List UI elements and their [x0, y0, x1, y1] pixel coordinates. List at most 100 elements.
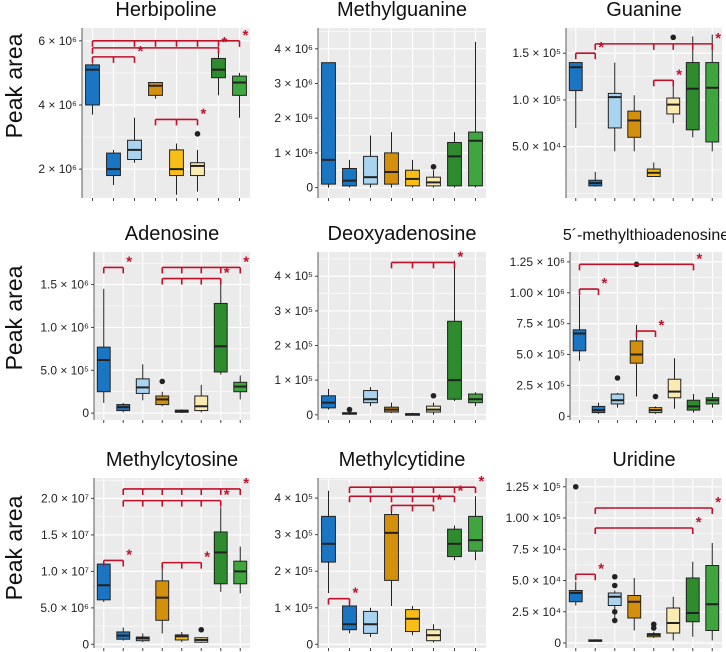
- plot-background: [566, 478, 722, 648]
- box-group: [405, 605, 420, 636]
- panel-title: Methylguanine: [337, 0, 467, 21]
- y-tick-label: 4 × 10⁶: [274, 42, 313, 56]
- significance-bracket: *: [91, 27, 249, 47]
- panel-title: Deoxyadenosine: [328, 223, 477, 245]
- significance-bracket: *: [390, 248, 464, 269]
- box-group: [194, 384, 209, 413]
- y-tick-label: 4 × 10⁵: [274, 269, 313, 283]
- significance-star: *: [204, 549, 210, 566]
- box-group: [174, 631, 189, 643]
- box-body: [321, 62, 336, 185]
- y-tick-label: 4 × 10⁶: [38, 98, 77, 112]
- box-body: [194, 395, 209, 412]
- box-group: [148, 82, 163, 99]
- box-group: [233, 546, 248, 594]
- significance-bracket: *: [161, 549, 210, 569]
- significance-bracket: *: [122, 487, 230, 507]
- box-body: [342, 605, 357, 631]
- chart-panel: 0 5.0 × 10⁵ 1.0 × 10⁶ 1.5 × 10⁶ Adenosine * * *: [40, 223, 250, 423]
- box-group: [174, 409, 189, 414]
- chart-panel: 0 1 × 10⁵ 2 × 10⁵ 3 × 10⁵ 4 × 10⁵ Methylcytid…: [274, 449, 486, 651]
- box-group: [588, 171, 603, 187]
- box-body: [384, 152, 399, 185]
- box-body: [666, 607, 681, 634]
- box-group: [468, 392, 483, 407]
- significance-bracket: *: [161, 265, 230, 285]
- significance-star: *: [138, 43, 144, 60]
- chart-panel: 0 1 × 10⁵ 2 × 10⁵ 3 × 10⁵ 4 × 10⁵ Deoxyadenos…: [274, 223, 486, 423]
- outlier-point: [650, 625, 657, 631]
- box-group: [135, 364, 150, 401]
- box-body: [686, 399, 701, 411]
- y-tick-label: 1.0 × 10⁷: [41, 564, 89, 578]
- y-tick-label: 0: [558, 409, 565, 423]
- box-group: [468, 496, 483, 561]
- y-tick-label: 0: [306, 408, 313, 422]
- y-tick-label: 1.5 × 10⁵: [512, 46, 561, 60]
- y-tick-label: 3 × 10⁶: [274, 77, 313, 91]
- box-body: [468, 131, 483, 187]
- y-tick-label: 5.0 × 10⁶: [40, 601, 89, 615]
- box-group: [155, 567, 170, 634]
- box-group: [666, 34, 681, 124]
- y-tick-label: 5.0 × 10⁴: [512, 574, 561, 588]
- box-body: [447, 141, 462, 187]
- significance-bracket: *: [348, 473, 485, 494]
- significance-star: *: [602, 275, 608, 292]
- box-group: [106, 149, 121, 186]
- box-group: [646, 621, 661, 638]
- box-body: [705, 565, 720, 631]
- box-body: [232, 75, 247, 96]
- significance-bracket: *: [574, 39, 604, 60]
- outlier-point: [198, 626, 205, 633]
- significance-star: *: [224, 487, 230, 504]
- panel-title: 5´-methylthioadenosine: [563, 227, 726, 244]
- significance-bracket: *: [594, 494, 721, 514]
- box-body: [213, 302, 228, 373]
- significance-star: *: [696, 514, 702, 531]
- box-body: [705, 62, 720, 143]
- box-group: [127, 117, 142, 163]
- y-tick-label: 5.0 × 10⁵: [40, 363, 89, 377]
- box-group: [468, 41, 483, 188]
- box-body: [607, 592, 622, 606]
- box-group: [169, 143, 184, 195]
- box-group: [610, 375, 625, 408]
- box-group: [607, 573, 622, 624]
- box-body: [363, 155, 378, 185]
- box-group: [607, 62, 622, 152]
- y-tick-label: 7.5 × 10⁴: [512, 542, 561, 556]
- box-group: [213, 507, 228, 592]
- box-group: [705, 543, 720, 641]
- plot-background: [570, 252, 722, 420]
- box-group: [384, 402, 399, 414]
- box-body: [96, 346, 111, 393]
- box-group: [426, 392, 441, 415]
- box-body: [610, 393, 625, 405]
- chart-panel: 0 2.5 × 10⁴ 5.0 × 10⁴ 7.5 × 10⁴ 1.00 × 10⁵ 1.…: [506, 449, 722, 651]
- panel-title: Methylcytidine: [339, 449, 466, 471]
- row-label: Peak area: [1, 265, 27, 370]
- outlier-point: [572, 483, 579, 490]
- box-group: [627, 578, 642, 631]
- significance-star: *: [458, 482, 464, 499]
- significance-bracket: *: [102, 546, 132, 567]
- box-group: [405, 159, 420, 188]
- box-group: [321, 490, 336, 594]
- box-group: [686, 394, 701, 413]
- panel-title: Adenosine: [125, 223, 220, 245]
- y-tick-label: 1.5 × 10⁶: [40, 278, 89, 292]
- significance-bracket: *: [635, 317, 665, 338]
- box-body: [572, 329, 587, 352]
- box-body: [667, 378, 682, 399]
- box-group: [232, 72, 247, 118]
- panel-title: Herbipoline: [115, 0, 216, 21]
- row-label: Peak area: [1, 33, 27, 138]
- significance-star: *: [353, 585, 359, 602]
- box-body: [169, 149, 184, 177]
- y-tick-label: 0: [306, 637, 313, 651]
- outlier-point: [430, 163, 437, 170]
- box-body: [685, 62, 700, 131]
- box-body: [607, 92, 622, 129]
